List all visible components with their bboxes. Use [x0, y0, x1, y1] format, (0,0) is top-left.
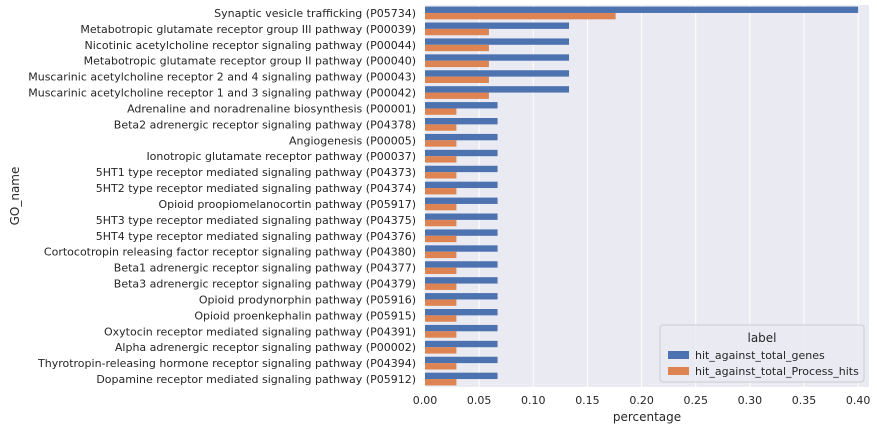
category-label: Beta3 adrenergic receptor signaling path…: [114, 278, 416, 291]
bars: [425, 6, 859, 386]
bar-hit_against_total_genes: [425, 340, 498, 348]
category-label: 5HT1 type receptor mediated signaling pa…: [96, 166, 416, 179]
category-label: Muscarinic acetylcholine receptor 2 and …: [28, 71, 416, 84]
category-label: Cortocotropin releasing factor receptor …: [44, 246, 416, 259]
legend-label: hit_against_total_Process_hits: [695, 365, 859, 378]
bar-hit_against_total_genes: [425, 149, 498, 157]
bar-hit_against_total_Process_hits: [425, 283, 457, 290]
bar-hit_against_total_Process_hits: [425, 60, 489, 68]
category-label: 5HT3 type receptor mediated signaling pa…: [96, 214, 416, 227]
bar-hit_against_total_genes: [425, 324, 498, 332]
category-label: Thyrotropin-releasing hormone receptor s…: [37, 357, 416, 370]
bar-hit_against_total_Process_hits: [425, 251, 457, 259]
category-label: Metabotropic glutamate receptor group II…: [80, 23, 416, 36]
bar-hit_against_total_Process_hits: [425, 331, 457, 338]
category-label: Metabotropic glutamate receptor group II…: [84, 55, 416, 68]
bar-hit_against_total_Process_hits: [425, 76, 489, 83]
bar-hit_against_total_Process_hits: [425, 379, 457, 386]
bar-hit_against_total_genes: [425, 102, 498, 109]
legend-swatch: [668, 351, 689, 359]
bar-hit_against_total_genes: [425, 86, 570, 93]
legend-title: label: [747, 331, 776, 345]
x-tick-label: 0.25: [683, 394, 708, 407]
legend-box: [659, 324, 865, 383]
bar-hit_against_total_genes: [425, 38, 570, 45]
legend-swatch: [668, 367, 689, 375]
bar-hit_against_total_Process_hits: [425, 172, 457, 179]
y-axis-title: GO_name: [8, 167, 22, 226]
category-label: Alpha adrenergic receptor signaling path…: [115, 341, 416, 354]
category-label: Oxytocin receptor mediated signaling pat…: [104, 325, 416, 338]
bar-hit_against_total_Process_hits: [425, 315, 457, 322]
category-label: Adrenaline and noradrenaline biosynthesi…: [127, 102, 416, 115]
grid-lines: [424, 5, 859, 387]
bar-hit_against_total_genes: [425, 6, 859, 13]
x-tick-label: 0.20: [629, 394, 654, 407]
bar-hit_against_total_Process_hits: [425, 267, 457, 274]
bar-hit_against_total_genes: [425, 372, 498, 380]
category-label: Ionotropic glutamate receptor pathway (P…: [146, 150, 416, 163]
bar-hit_against_total_Process_hits: [425, 156, 457, 163]
bar-hit_against_total_genes: [425, 213, 498, 220]
bar-hit_against_total_Process_hits: [425, 235, 457, 243]
category-label: Opioid proenkephalin pathway (P05915): [194, 309, 416, 322]
bar-hit_against_total_genes: [425, 293, 498, 300]
bar-hit_against_total_genes: [425, 245, 498, 252]
x-tick-label: 0.10: [521, 394, 546, 407]
x-tick-label: 0.15: [575, 394, 600, 407]
x-tick-labels: 0.00 0.05 0.10 0.15 0.20 0.25 0.30 0.35 0.40: [413, 394, 871, 407]
bar-hit_against_total_genes: [425, 118, 498, 125]
category-label: 5HT2 type receptor mediated signaling pa…: [96, 182, 416, 195]
category-label: Beta2 adrenergic receptor signaling path…: [114, 118, 416, 131]
legend: label hit_against_total_genes hit_against…: [659, 324, 865, 383]
x-tick-label: 0.35: [792, 394, 817, 407]
bar-hit_against_total_Process_hits: [425, 299, 457, 306]
plot-background: [425, 5, 869, 387]
bar-hit_against_total_Process_hits: [425, 108, 457, 115]
bar-hit_against_total_Process_hits: [425, 12, 616, 20]
category-label: Dopamine receptor mediated signaling pat…: [96, 373, 416, 386]
bar-hit_against_total_genes: [425, 197, 498, 204]
category-label: Synaptic vesicle trafficking (P05734): [214, 7, 416, 20]
x-tick-label: 0.30: [738, 394, 763, 407]
bar-hit_against_total_Process_hits: [425, 347, 457, 354]
category-label: Muscarinic acetylcholine receptor 1 and …: [28, 87, 416, 100]
bar-hit_against_total_genes: [425, 277, 498, 284]
bar-hit_against_total_genes: [425, 181, 498, 189]
category-label: Nicotinic acetylcholine receptor signali…: [85, 39, 416, 52]
bar-hit_against_total_genes: [425, 165, 498, 173]
category-label: 5HT4 type receptor mediated signaling pa…: [96, 230, 416, 243]
x-axis-title: percentage: [613, 410, 681, 424]
bar-hit_against_total_Process_hits: [425, 219, 457, 227]
bar-hit_against_total_genes: [425, 54, 570, 61]
bar-hit_against_total_genes: [425, 261, 498, 268]
category-label: Angiogenesis (P00005): [289, 134, 416, 147]
bar-hit_against_total_Process_hits: [425, 140, 457, 147]
bar-hit_against_total_Process_hits: [425, 188, 457, 195]
category-label: Opioid prodynorphin pathway (P05916): [199, 293, 416, 306]
x-tick-label: 0.40: [846, 394, 871, 407]
bar-hit_against_total_genes: [425, 133, 498, 141]
bar-hit_against_total_Process_hits: [425, 363, 457, 370]
bar-hit_against_total_Process_hits: [425, 203, 457, 211]
category-label: Opioid proopiomelanocortin pathway (P059…: [158, 198, 416, 211]
category-labels: Synaptic vesicle trafficking (P05734) Met…: [28, 7, 416, 386]
bar-hit_against_total_genes: [425, 70, 570, 77]
x-tick-label: 0.05: [467, 394, 492, 407]
x-tick-label: 0.00: [413, 394, 438, 407]
legend-label: hit_against_total_genes: [695, 349, 825, 362]
bar-hit_against_total_genes: [425, 22, 570, 29]
bar-hit_against_total_Process_hits: [425, 92, 489, 99]
bar-hit_against_total_Process_hits: [425, 28, 489, 36]
category-label: Beta1 adrenergic receptor signaling path…: [114, 262, 416, 275]
bar-hit_against_total_genes: [425, 309, 498, 316]
bar-hit_against_total_genes: [425, 356, 498, 364]
bar-hit_against_total_Process_hits: [425, 124, 457, 131]
bar-hit_against_total_Process_hits: [425, 44, 489, 52]
bar-hit_against_total_genes: [425, 229, 498, 236]
